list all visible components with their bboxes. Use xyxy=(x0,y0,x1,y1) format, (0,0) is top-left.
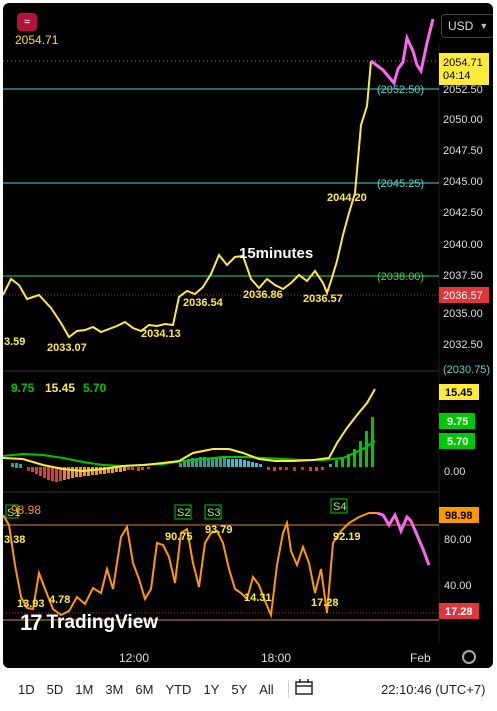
level-label-2: (2045.25) xyxy=(377,178,424,190)
stoch-marker-value: 98.98 xyxy=(445,510,473,522)
stoch-value: 3.38 xyxy=(4,534,25,546)
range-3m[interactable]: 3M xyxy=(105,681,124,697)
level-label-3: (2038.00) xyxy=(377,271,424,283)
price-tick: 2052.50 xyxy=(443,84,483,96)
stoch-marker-1 xyxy=(439,507,479,523)
low-label: 2033.07 xyxy=(47,342,87,354)
range-1y[interactable]: 1Y xyxy=(203,681,220,697)
stoch-axis-tick: 80.00 xyxy=(444,534,472,546)
price-tick: 2047.50 xyxy=(443,145,483,157)
stoch-legend: 98.98 xyxy=(11,503,41,517)
low-label: 2044.20 xyxy=(327,192,367,204)
macd-marker-1 xyxy=(439,384,479,400)
stoch-signals: S1 S2 S3 S4 xyxy=(5,498,348,520)
low-label: 2036.57 xyxy=(303,293,343,305)
low-label: 2036.86 xyxy=(243,289,283,301)
macd-marker-2 xyxy=(439,413,475,429)
stoch-marker-value: 17.28 xyxy=(445,606,473,618)
range-1d[interactable]: 1D xyxy=(18,681,35,697)
macd-legend-value: 15.45 xyxy=(45,381,75,395)
level-label-4: (2030.75) xyxy=(443,364,490,376)
chart-canvas[interactable]: (2052.50) (2045.25) (2038.00) (2030.75) … xyxy=(3,3,493,668)
signal-s2: S2 xyxy=(177,507,190,519)
macd-marker-value: 5.70 xyxy=(447,436,468,448)
range-1m[interactable]: 1M xyxy=(75,681,94,697)
stoch-value: 13.93 xyxy=(17,598,45,610)
level-label-1: (2052.50) xyxy=(377,84,424,96)
range-all[interactable]: All xyxy=(259,681,274,697)
range-5y[interactable]: 5Y xyxy=(231,681,248,697)
currency-select[interactable]: USD ▼ xyxy=(441,14,493,38)
stoch-value: 17.28 xyxy=(311,597,339,609)
header-price: 2054.71 xyxy=(15,33,59,47)
stoch-axis-tick: 40.00 xyxy=(444,580,472,592)
macd-legend-value: 9.75 xyxy=(11,381,35,395)
price-tick: 2032.50 xyxy=(443,339,483,351)
clock[interactable]: 22:10:46 (UTC+7) xyxy=(381,682,486,697)
stoch-value: 4.78 xyxy=(49,594,70,606)
current-price-value: 2054.71 xyxy=(443,57,483,69)
prev-close-box xyxy=(439,287,489,303)
currency-label: USD xyxy=(448,19,474,33)
stoch-value: 90.75 xyxy=(165,531,193,543)
price-tick: 2040.00 xyxy=(443,239,483,251)
price-tick: 2035.00 xyxy=(443,308,483,320)
compare-icon[interactable] xyxy=(294,678,314,696)
range-6m[interactable]: 6M xyxy=(135,681,154,697)
signal-s1: S1 xyxy=(7,507,20,519)
price-tick: 2037.50 xyxy=(443,270,483,282)
stoch-value: 14.31 xyxy=(244,592,272,604)
price-line xyxy=(3,60,372,339)
chart-frame[interactable]: (2052.50) (2045.25) (2038.00) (2030.75) … xyxy=(3,3,493,668)
macd-legend: 9.75 15.45 5.70 xyxy=(11,381,107,395)
current-price-box xyxy=(439,53,489,85)
stoch-marker-2 xyxy=(439,603,479,619)
low-label: 3.59 xyxy=(4,336,25,348)
time-tick: 12:00 xyxy=(119,651,150,665)
stoch-forecast xyxy=(376,511,431,566)
signal-s3: S3 xyxy=(207,507,220,519)
stoch-value: 93.79 xyxy=(205,524,233,536)
price-axis: 2050.00 2047.50 2045.00 2042.50 2040.00 … xyxy=(443,114,483,351)
divider xyxy=(287,680,289,698)
gear-icon[interactable] xyxy=(462,650,476,664)
macd-axis-zero: 0.00 xyxy=(444,466,465,478)
macd-marker-3 xyxy=(439,433,475,449)
forecast-line xyxy=(370,18,435,87)
stoch-value: 92.19 xyxy=(333,531,361,543)
macd-line xyxy=(3,388,376,473)
time-tick: 18:00 xyxy=(261,651,292,665)
timeframe-label: 15minutes xyxy=(239,245,313,262)
prev-close-value: 2036.57 xyxy=(443,290,483,302)
macd-legend-value: 5.70 xyxy=(83,381,107,395)
tv-mark-icon: 17 xyxy=(20,610,43,635)
tv-brand: TradingView xyxy=(46,612,159,633)
range-ytd[interactable]: YTD xyxy=(165,681,192,697)
low-label: 2034.13 xyxy=(141,328,181,340)
symbol-logo-icon[interactable]: ≈ xyxy=(17,13,37,31)
price-tick: 2045.00 xyxy=(443,176,483,188)
signal-s4: S4 xyxy=(333,501,346,513)
price-tick: 2050.00 xyxy=(443,114,483,126)
macd-histogram xyxy=(11,417,374,482)
macd-marker-value: 15.45 xyxy=(445,387,473,399)
tradingview-logo[interactable]: 17 TradingView xyxy=(20,610,158,636)
chevron-down-icon: ▼ xyxy=(479,21,489,31)
range-5d[interactable]: 5D xyxy=(46,681,64,697)
time-tick: Feb xyxy=(410,651,431,665)
range-bar: 1D 5D 1M 3M 6M YTD 1Y 5Y All xyxy=(0,676,497,702)
macd-marker-value: 9.75 xyxy=(447,416,468,428)
countdown: 04:14 xyxy=(443,70,471,82)
price-tick: 2042.50 xyxy=(443,207,483,219)
stoch-line xyxy=(3,512,377,619)
low-label: 2036.54 xyxy=(183,297,224,309)
